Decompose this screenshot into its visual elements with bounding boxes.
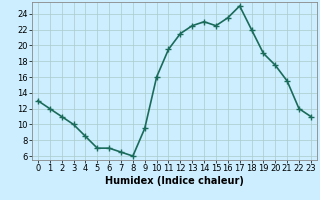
X-axis label: Humidex (Indice chaleur): Humidex (Indice chaleur) bbox=[105, 176, 244, 186]
